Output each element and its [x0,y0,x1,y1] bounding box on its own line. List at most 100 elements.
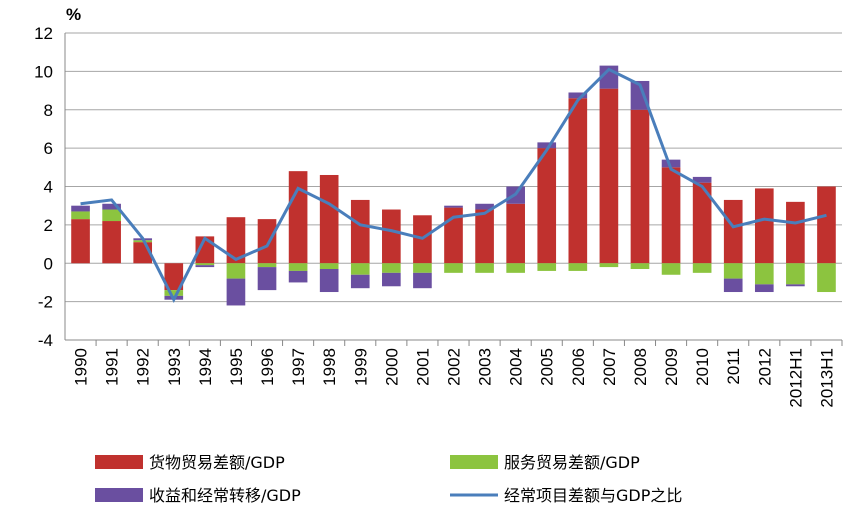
bar [164,290,184,296]
bar [817,263,836,293]
bar [754,263,774,285]
bar [444,263,463,273]
x-tick-label: 2010 [693,348,712,386]
bar [257,267,277,291]
bar [444,205,463,208]
bar [568,98,588,264]
bar [319,263,339,270]
bar [475,263,494,273]
legend-swatch [95,455,143,469]
x-tick-label: 1999 [351,348,370,386]
bar [599,88,619,264]
x-tick-label: 2012H1 [786,348,805,408]
x-tick-label: 1992 [134,348,153,386]
bar [786,201,805,264]
line [80,67,827,304]
bar [195,265,215,268]
bar [537,263,557,271]
x-tick-label: 2005 [538,348,557,386]
x-tick-label: 2000 [382,348,401,386]
bar [350,199,370,264]
bar [661,167,681,264]
x-tick-label: 2011 [724,348,743,385]
bar [692,263,712,273]
x-tick-label: 1996 [258,348,277,386]
bar [413,272,432,289]
y-tick-label: 4 [44,178,53,197]
x-tick-label: 1991 [103,348,122,386]
bar [226,217,246,264]
y-tick-label: 2 [44,216,53,235]
bar [506,263,525,273]
bar [754,188,774,264]
bar [630,80,650,110]
bar [102,209,121,222]
bar [319,174,339,264]
x-tick-label: 1994 [196,348,215,386]
bar [475,203,494,210]
bar [817,186,836,264]
bar [692,182,712,264]
x-tick-label: 2003 [476,348,495,386]
bar [382,209,401,264]
bar [630,109,650,264]
legend-label: 经常项目差额与GDP之比 [504,486,682,505]
bar [537,142,557,149]
x-tick-label: 2001 [413,348,432,386]
bar [257,219,277,264]
bar [723,199,743,264]
x-tick-label: 2004 [507,348,526,386]
bar [475,209,494,264]
y-axis-unit: % [66,5,81,24]
bar [692,176,712,183]
bar [413,263,432,273]
x-tick-label: 2009 [662,348,681,386]
bar [786,263,805,285]
bar [288,171,308,264]
y-tick-label: 6 [44,139,53,158]
bar [226,263,246,279]
bar [382,263,401,273]
bar [630,263,650,270]
bar [661,263,681,275]
y-tick-label: 8 [44,101,53,120]
y-tick-label: 10 [34,62,53,81]
legend-label: 服务贸易差额/GDP [504,453,640,472]
bar [599,263,619,268]
bar [319,269,339,293]
bar [568,263,588,271]
bar [288,270,308,283]
bar [506,203,525,264]
bar [537,148,557,264]
bar [71,205,90,212]
bar [195,263,215,266]
y-tick-label: -2 [38,293,53,312]
x-tick-label: 2012 [755,348,774,386]
bar [754,284,774,293]
x-tick-label: 2008 [631,348,650,386]
x-tick-label: 1990 [72,348,91,386]
y-tick-label: 0 [44,254,53,273]
bar [661,159,681,168]
x-tick-label: 1993 [165,348,184,386]
x-tick-label: 1995 [227,348,246,386]
bar [71,211,90,220]
y-tick-label: 12 [34,24,53,43]
bar [71,219,90,264]
y-tick-label: -4 [38,331,53,350]
bar [164,263,184,291]
bar [723,263,743,279]
x-tick-label: 2002 [445,348,464,386]
legend-swatch [95,488,143,502]
bar [102,203,121,210]
legend-label: 货物贸易差额/GDP [149,453,285,472]
x-tick-label: 2013H1 [817,348,836,408]
x-tick-label: 1998 [320,348,339,386]
x-tick-label: 2006 [569,348,588,386]
bar [786,284,805,287]
x-tick-label: 2007 [600,348,619,386]
bar [102,221,121,264]
legend-swatch [450,455,498,469]
x-tick-label: 1997 [289,348,308,386]
